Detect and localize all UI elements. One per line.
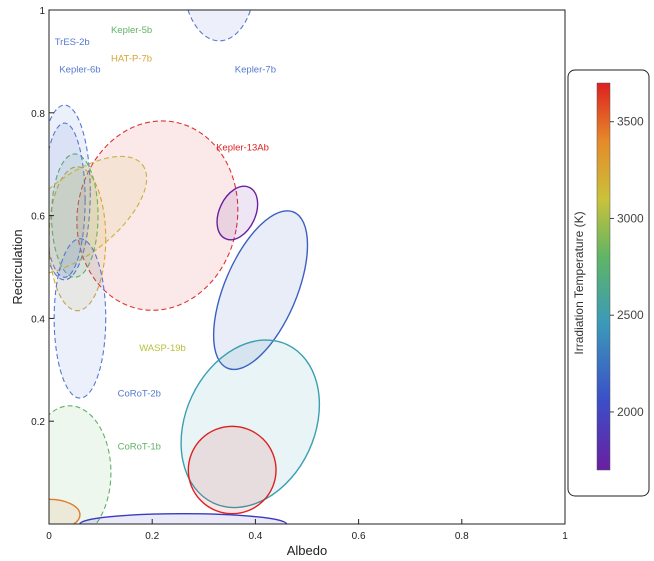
colorbar-title: Irradiation Temperature (K) (572, 211, 586, 354)
x-tick-label: 0.8 (455, 531, 469, 542)
planet-label: CoRoT-2b (118, 389, 161, 400)
data-ellipses (49, 10, 321, 524)
planet-label: Kepler-6b (59, 65, 100, 76)
y-axis-title: Recirculation (10, 229, 25, 304)
x-tick-label: 0.4 (248, 531, 262, 542)
x-tick-label: 0.2 (145, 531, 159, 542)
y-tick-label: 0.6 (31, 212, 45, 223)
colorbar-tick-label: 3500 (617, 115, 644, 129)
ellipse-corot-1b (49, 405, 112, 524)
ellipse-wasp-19b (49, 166, 107, 312)
y-tick-label: 0.2 (31, 417, 45, 428)
y-axis-ticks: 0.2 0.4 0.6 0.8 1 (31, 6, 54, 428)
x-tick-label: 0 (46, 531, 52, 542)
planet-labels: Kepler-5b TrES-2b HAT-P-7b Kepler-6b Kepler-… (55, 25, 276, 452)
planet-label: TrES-2b (55, 37, 90, 48)
ellipse-hat-p-7b (49, 155, 148, 276)
ellipse-kepler-6b (216, 185, 259, 241)
y-tick-label: 0.8 (31, 109, 45, 120)
colorbar-tick-label: 2000 (617, 405, 644, 419)
planet-label: Kepler-5b (111, 25, 152, 36)
colorbar-gradient (596, 82, 611, 471)
ellipse-kepler-13ab (76, 120, 239, 311)
ellipse-kepler-6b-3 (180, 339, 321, 509)
colorbar-tick-label: 3000 (617, 211, 644, 225)
x-tick-label: 0.6 (352, 531, 366, 542)
ellipse-kepler-6b-4 (187, 425, 277, 515)
x-axis-ticks: 0 0.2 0.4 0.6 0.8 1 (46, 519, 568, 542)
ellipse-corot-2b (53, 238, 107, 399)
x-tick-label: 1 (562, 531, 568, 542)
ellipse-kepler-6b-6 (49, 498, 81, 524)
plot-frame (48, 9, 566, 525)
planet-label: HAT-P-7b (111, 53, 152, 64)
y-tick-label: 1 (39, 6, 45, 17)
planet-label: WASP-19b (139, 343, 186, 354)
planet-label: Kepler-13Ab (216, 142, 269, 153)
colorbar-legend: Irradiation Temperature (K) 3500 3000 2500… (567, 69, 650, 497)
planet-label: CoRoT-1b (118, 441, 161, 452)
colorbar-tick-label: 2500 (617, 308, 644, 322)
ellipse-kepler-5b (187, 10, 252, 42)
x-axis-title: Albedo (287, 543, 327, 558)
planet-label: Kepler-7b (235, 65, 276, 76)
y-tick-label: 0.4 (31, 314, 45, 325)
colorbar-ticks: 3500 3000 2500 2000 (610, 115, 644, 419)
ellipse-kepler-6b-2 (212, 210, 309, 371)
ellipse-kepler-7b (49, 122, 86, 278)
